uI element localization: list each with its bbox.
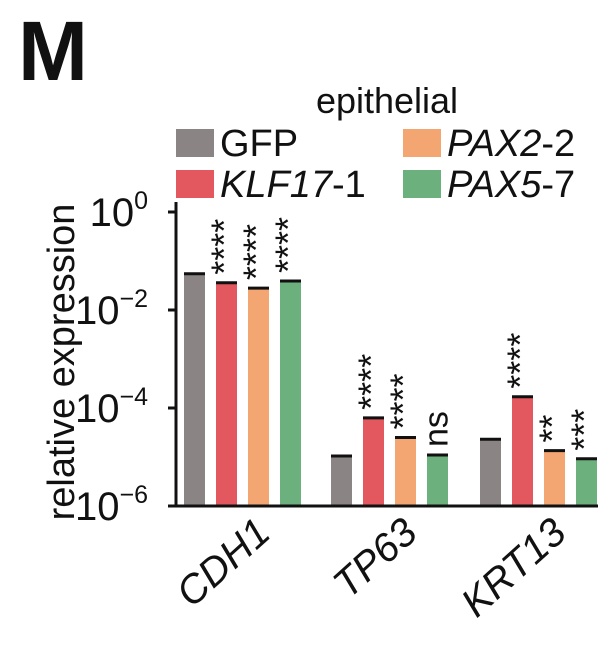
chart-title: epithelial xyxy=(316,80,458,121)
y-tick-exponent: 0 xyxy=(134,187,148,215)
y-tick-label: 10−2 xyxy=(75,285,148,333)
significance-label: **** xyxy=(268,217,309,273)
bar xyxy=(363,417,384,506)
y-tick-base: 10 xyxy=(75,289,120,333)
legend-label: PAX5-7 xyxy=(447,164,575,206)
bar xyxy=(427,454,448,506)
legend-label-gene: PAX2 xyxy=(447,123,541,165)
significance-label: ns xyxy=(418,411,456,447)
y-axis-label: relative expression xyxy=(41,204,83,521)
bar xyxy=(395,437,416,506)
significance-label: *** xyxy=(564,409,605,451)
significance-label: ** xyxy=(532,415,573,443)
legend-label: KLF17-1 xyxy=(220,164,366,206)
bar xyxy=(576,458,597,506)
y-tick-label: 100 xyxy=(90,187,148,235)
y-tick-label: 10−4 xyxy=(75,383,148,431)
y-tick-base: 10 xyxy=(75,387,120,431)
legend-label-suffix: -7 xyxy=(541,164,575,206)
panel-label: M xyxy=(18,4,88,98)
y-tick-base: 10 xyxy=(75,485,120,529)
significance-label: **** xyxy=(351,354,392,410)
significance-label: **** xyxy=(500,333,541,389)
legend-label-suffix: -1 xyxy=(332,164,366,206)
x-tick-label: KRT13 xyxy=(453,510,574,626)
legend-label-suffix: -2 xyxy=(541,123,575,165)
x-tick-label: TP63 xyxy=(325,510,425,607)
bar xyxy=(216,282,237,506)
legend-label: GFP xyxy=(220,123,298,165)
legend-swatch xyxy=(176,129,214,157)
y-tick-label: 10−6 xyxy=(75,481,148,529)
bar xyxy=(331,455,352,506)
significance-label: **** xyxy=(204,219,245,275)
legend-swatch xyxy=(403,129,441,157)
legend-label-gene: KLF17 xyxy=(220,164,334,206)
y-tick-base: 10 xyxy=(90,191,135,235)
y-tick-exponent: −6 xyxy=(119,481,148,509)
legend-label: PAX2-2 xyxy=(447,123,575,165)
legend-label-gene: PAX5 xyxy=(447,164,542,206)
bar xyxy=(512,396,533,506)
y-tick-exponent: −4 xyxy=(119,383,148,411)
legend-swatch xyxy=(176,170,214,198)
y-tick-exponent: −2 xyxy=(119,285,148,313)
bar xyxy=(248,288,269,506)
bar xyxy=(184,273,205,506)
bar xyxy=(480,439,501,506)
bar xyxy=(544,450,565,506)
significance-label: **** xyxy=(236,224,277,280)
bars: ********************ns********* xyxy=(184,217,605,506)
bar xyxy=(280,281,301,506)
legend-swatch xyxy=(403,170,441,198)
legend-label-text: GFP xyxy=(220,123,298,165)
x-tick-label: CDH1 xyxy=(168,510,278,616)
significance-label: **** xyxy=(383,373,424,429)
x-axis: CDH1 TP63 KRT13 xyxy=(168,504,598,626)
